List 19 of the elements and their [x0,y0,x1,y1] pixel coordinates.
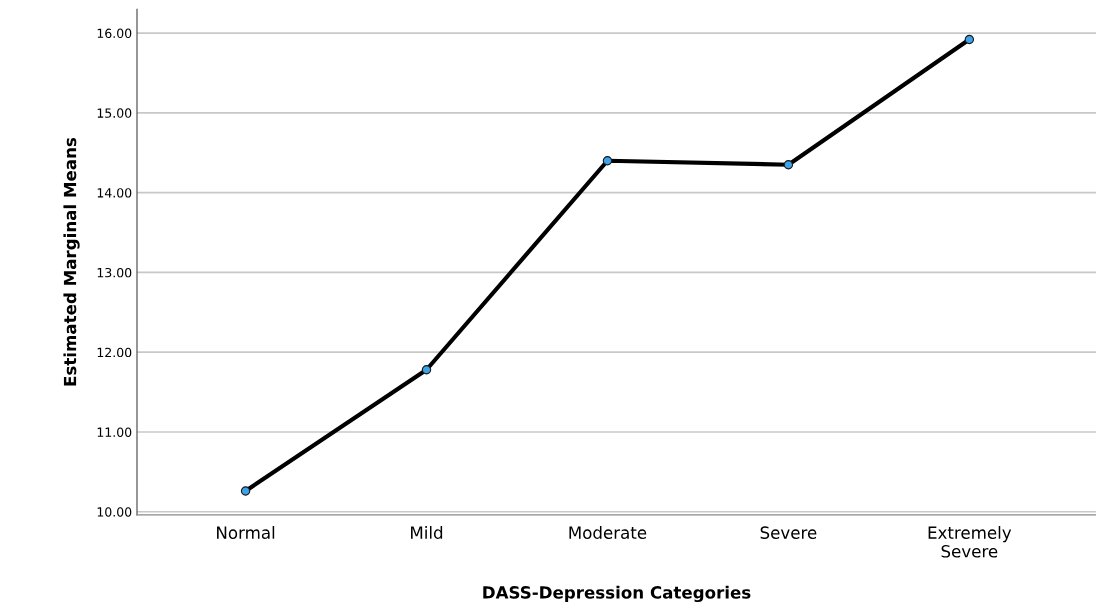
point [421,365,432,375]
x-tick-label: Severe [760,526,817,539]
x-axis-title: DASS-Depression Categories [483,585,751,603]
x-tick-label: Extremely Severe [928,526,1012,558]
point [240,486,251,496]
point [964,34,975,45]
x-tick-label: Mild [411,526,443,539]
point [602,156,613,166]
y-tick-label: 14.00 [97,188,132,198]
y-tick-label: 11.00 [97,427,132,437]
y-axis-title: Estimated Marginal Means [63,137,80,386]
y-tick-label: 12.00 [97,347,132,358]
y-tick-label: 13.00 [97,267,132,278]
y-tick-label: 10.00 [97,507,132,517]
y-tick-label: 16.00 [97,28,132,39]
point [783,160,794,170]
x-tick-label: Moderate [569,526,647,539]
x-tick-label: Normal [217,526,275,539]
y-tick-label: 15.00 [97,108,132,118]
